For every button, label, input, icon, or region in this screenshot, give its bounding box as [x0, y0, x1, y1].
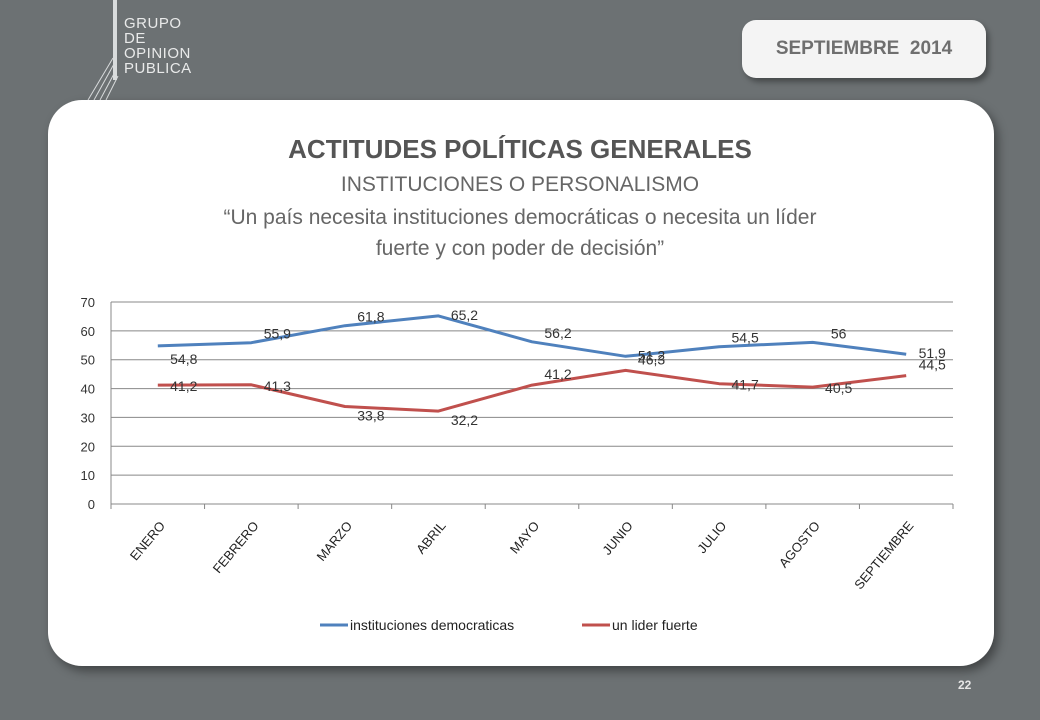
logo-line: GRUPO — [124, 15, 182, 32]
logo-bar — [113, 0, 117, 80]
date-badge: SEPTIEMBRE 2014 — [742, 20, 986, 78]
logo-mark-icon — [87, 57, 119, 101]
page-number: 22 — [958, 678, 972, 692]
slide-subtitle: INSTITUCIONES O PERSONALISMO — [340, 173, 700, 196]
logo-line: PUBLICA — [124, 60, 192, 77]
date-label: SEPTIEMBRE 2014 — [775, 38, 953, 59]
question-line: “Un país necesita instituciones democrát… — [223, 206, 817, 229]
logo: GRUPO DE OPINION PUBLICA — [124, 16, 192, 76]
logo-line: OPINION — [124, 45, 191, 62]
logo-line: DE — [124, 30, 146, 47]
question-line: fuerte y con poder de decisión” — [375, 237, 665, 260]
slide-title: ACTITUDES POLÍTICAS GENERALES — [288, 134, 752, 164]
survey-question: “Un país necesita instituciones democrát… — [0, 202, 1040, 264]
